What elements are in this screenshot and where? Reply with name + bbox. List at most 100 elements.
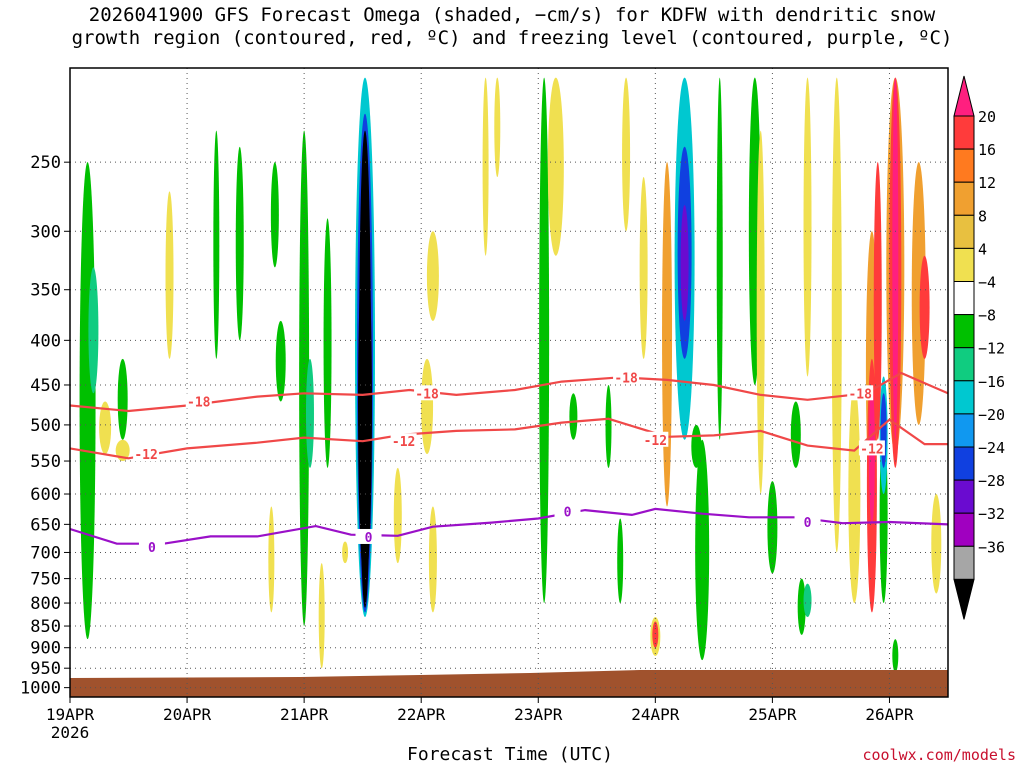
omega-shade-47	[756, 130, 765, 495]
colorbar-bin-5	[953, 281, 975, 316]
x-tick-sublabel: 2026	[51, 723, 90, 742]
x-tick-label-19APR: 19APR	[46, 705, 95, 724]
contour-label-bg-0-2	[613, 369, 640, 385]
y-tick-label-350: 350	[30, 281, 61, 301]
omega-shade-41	[716, 77, 723, 440]
colorbar-label-11: −28	[978, 472, 1005, 490]
contour-0	[70, 507, 948, 545]
colorbar-label-3: 8	[978, 207, 987, 225]
omega-shade-29	[605, 384, 612, 468]
colorbar-bin-2	[953, 181, 975, 216]
omega-shade-35	[662, 162, 673, 507]
contour-label-bg-1-3	[858, 440, 885, 456]
omega-shade-22	[428, 506, 437, 613]
y-tick-label-300: 300	[30, 222, 61, 242]
omega-shade-25	[494, 77, 501, 178]
contour-label--12: -12	[392, 435, 415, 450]
colorbar-bin-11	[953, 479, 975, 514]
omega-shade-45	[797, 578, 806, 635]
omega-shade-8	[270, 162, 279, 268]
x-axis-title: Forecast Time (UTC)	[407, 744, 613, 765]
surface-ground	[70, 670, 948, 697]
omega-shade-50	[848, 384, 861, 604]
colorbar-label-9: −20	[978, 406, 1005, 424]
colorbar-label-6: −8	[978, 307, 996, 325]
omega-shade-30	[617, 518, 624, 604]
chart-title: 2026041900 GFS Forecast Omega (shaded, −…	[71, 4, 953, 49]
contour-label--12: -12	[134, 448, 157, 463]
omega-shade-3	[99, 401, 112, 455]
colorbar-arrow-top	[953, 75, 975, 117]
omega-shade-60	[892, 77, 899, 440]
colorbar-bin-3	[953, 214, 975, 249]
contour--12	[70, 417, 948, 460]
colorbar-label-12: −32	[978, 505, 1005, 523]
colorbar-bin-7	[953, 347, 975, 382]
colorbar-arrow-bottom	[953, 578, 975, 620]
x-tick-label-21APR: 21APR	[280, 705, 329, 724]
colorbar-label-2: 12	[978, 174, 996, 192]
colorbar-bin-6	[953, 314, 975, 349]
omega-shade-49	[831, 77, 842, 553]
y-tick-label-1000: 1000	[20, 679, 61, 699]
y-tick-label-700: 700	[30, 543, 61, 563]
contour-label-0: 0	[148, 541, 156, 556]
omega-shade-23	[426, 231, 439, 321]
colorbar-label-1: 16	[978, 141, 996, 159]
colorbar-label-0: 20	[978, 108, 996, 126]
y-tick-label-500: 500	[30, 416, 61, 436]
omega-shade-62	[919, 255, 930, 359]
y-tick-label-950: 950	[30, 659, 61, 679]
contour-label--18: -18	[415, 387, 439, 402]
omega-shade-6	[213, 130, 220, 359]
colorbar-bin-8	[953, 380, 975, 415]
omega-shade-40	[695, 439, 710, 661]
colorbar-bin-12	[953, 512, 975, 547]
colorbar-bin-4	[953, 247, 975, 282]
contour-label-0: 0	[365, 531, 373, 546]
colorbar-label-7: −12	[978, 340, 1005, 358]
colorbar-bin-13	[953, 545, 975, 580]
x-tick-label-22APR: 22APR	[397, 705, 446, 724]
omega-shade-61	[911, 162, 926, 425]
omega-shade-64	[892, 639, 899, 673]
contour-label--12: -12	[860, 442, 883, 457]
omega-shade-19	[358, 231, 373, 584]
contour-label--18: -18	[848, 387, 872, 402]
contour--18	[70, 371, 948, 413]
contour-label--18: -18	[187, 395, 211, 410]
x-tick-label-23APR: 23APR	[514, 705, 563, 724]
credit-link[interactable]: coolwx.com/models	[862, 746, 1016, 764]
y-tick-label-400: 400	[30, 331, 61, 351]
plot-frame	[69, 67, 949, 698]
y-tick-label-650: 650	[30, 515, 61, 535]
omega-shade-63	[931, 494, 942, 594]
colorbar-bin-10	[953, 446, 975, 481]
contour-label--12: -12	[644, 434, 667, 449]
contour-label-bg-1-0	[133, 446, 160, 462]
contour-label-bg-2-0	[138, 538, 165, 554]
y-tick-label-750: 750	[30, 570, 61, 590]
contour-label-bg-1-1	[390, 433, 417, 449]
omega-shade-27	[547, 77, 564, 256]
contour-label-bg-2-3	[794, 514, 821, 530]
colorbar-label-10: −24	[978, 439, 1005, 457]
y-tick-label-250: 250	[30, 153, 61, 173]
colorbar-bin-9	[953, 413, 975, 448]
omega-shade-10	[268, 506, 275, 613]
x-tick-label-20APR: 20APR	[163, 705, 212, 724]
omega-shade-9	[275, 320, 286, 402]
contour-label-bg-2-1	[355, 528, 382, 544]
omega-shade-5	[165, 191, 174, 359]
omega-shade-31	[622, 77, 631, 232]
omega-shade-46	[803, 583, 812, 618]
y-tick-label-800: 800	[30, 594, 61, 614]
colorbar-bin-0	[953, 115, 975, 150]
omega-shade-1	[88, 267, 99, 394]
omega-shade-26	[539, 77, 550, 604]
contour-label--18: -18	[614, 371, 638, 386]
omega-shade-24	[482, 77, 489, 256]
omega-shade-21	[421, 358, 434, 455]
colorbar-label-4: 4	[978, 240, 987, 258]
